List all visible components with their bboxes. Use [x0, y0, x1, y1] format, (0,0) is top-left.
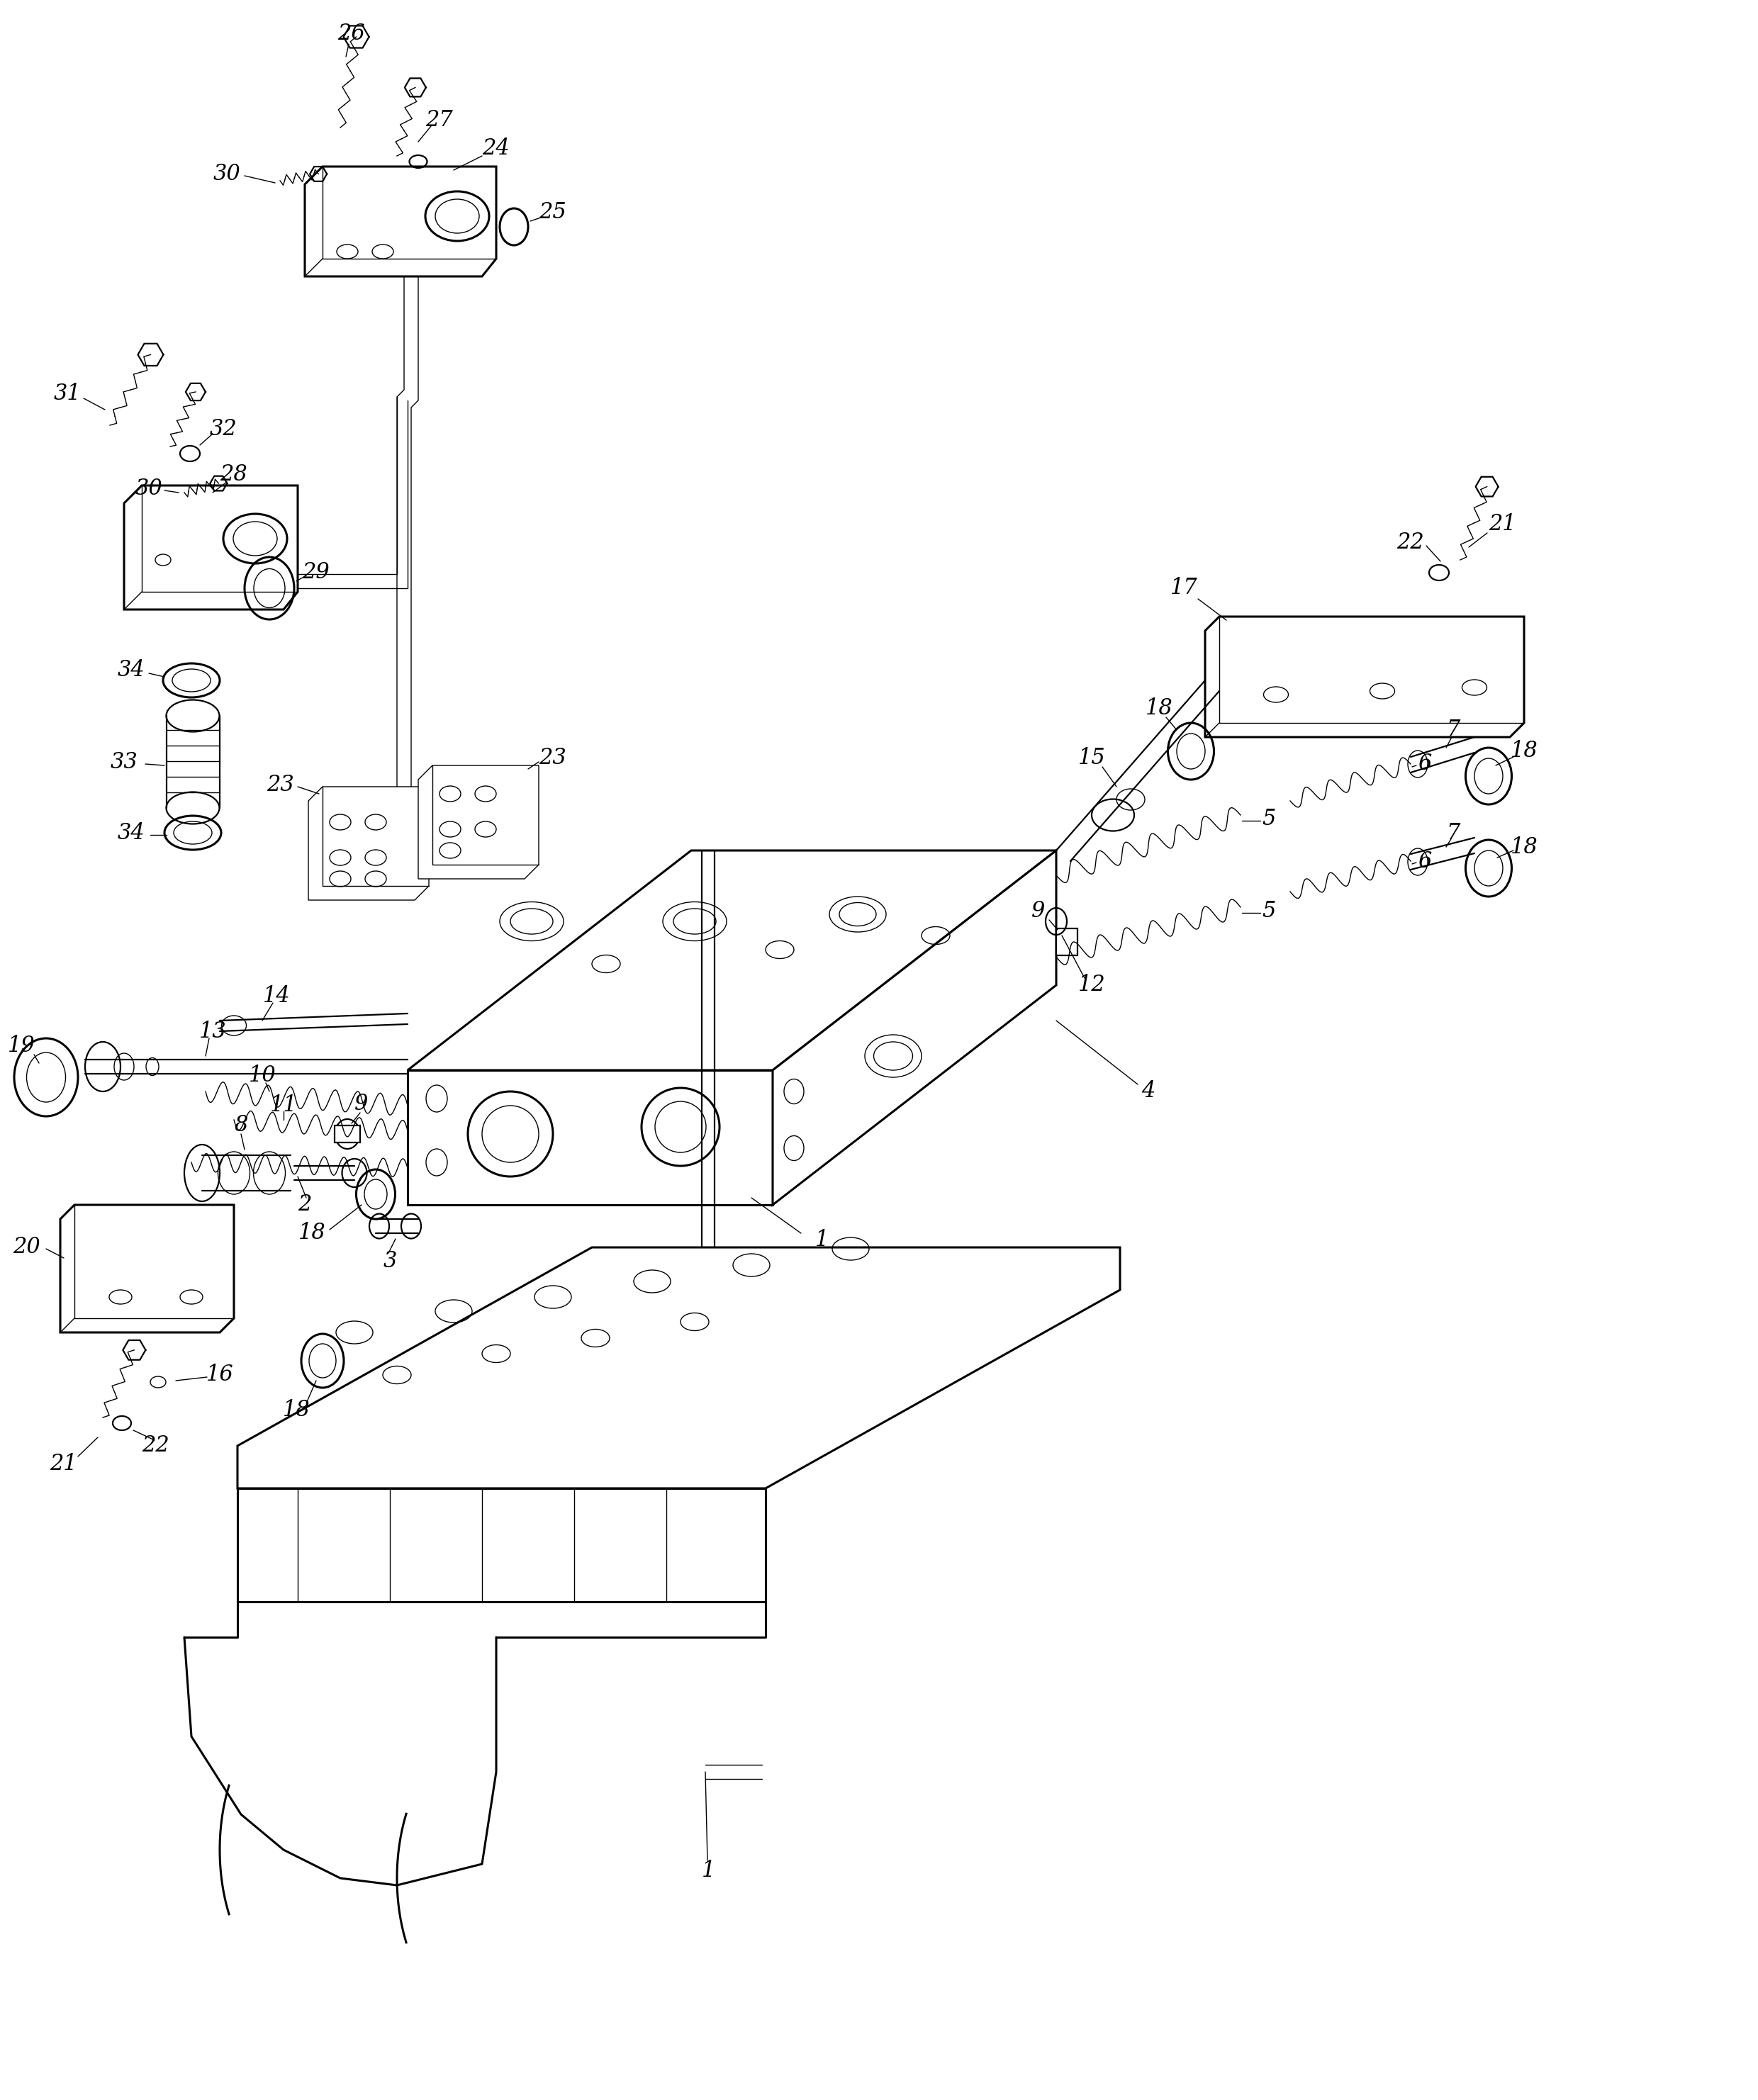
Text: 9: 9	[1032, 899, 1046, 922]
Text: 30: 30	[135, 479, 162, 500]
Text: 31: 31	[53, 382, 81, 405]
Text: 1: 1	[701, 1861, 716, 1882]
Text: 5: 5	[1262, 899, 1276, 922]
Polygon shape	[408, 851, 1057, 1071]
Text: 13: 13	[199, 1021, 227, 1042]
Bar	[334, 1126, 360, 1142]
Text: 4: 4	[1141, 1082, 1155, 1102]
Text: 11: 11	[269, 1094, 297, 1117]
Text: 2: 2	[297, 1195, 311, 1216]
Polygon shape	[304, 166, 496, 277]
Text: 18: 18	[1510, 741, 1538, 762]
Polygon shape	[408, 1071, 774, 1205]
Text: 34: 34	[118, 821, 144, 844]
Text: 6: 6	[1419, 851, 1431, 872]
Bar	[1057, 928, 1078, 956]
Text: 18: 18	[283, 1399, 309, 1422]
Polygon shape	[308, 788, 429, 901]
Text: 26: 26	[338, 23, 364, 44]
Text: 16: 16	[206, 1365, 234, 1386]
Text: 22: 22	[142, 1434, 171, 1457]
Polygon shape	[125, 485, 297, 609]
Text: 15: 15	[1078, 748, 1106, 769]
Text: 22: 22	[1398, 531, 1424, 552]
Text: 1: 1	[816, 1228, 830, 1252]
Text: 10: 10	[248, 1065, 276, 1088]
Text: 28: 28	[220, 464, 248, 485]
Polygon shape	[237, 1489, 765, 1602]
Text: 3: 3	[383, 1252, 397, 1273]
Polygon shape	[418, 764, 538, 878]
Text: 19: 19	[7, 1035, 35, 1056]
Polygon shape	[60, 1205, 234, 1331]
Text: 21: 21	[1489, 514, 1517, 536]
Text: 20: 20	[14, 1237, 40, 1258]
Polygon shape	[1204, 617, 1524, 737]
Text: 27: 27	[425, 109, 454, 132]
Text: 23: 23	[540, 748, 566, 769]
Text: 33: 33	[111, 752, 137, 773]
Text: 9: 9	[355, 1094, 369, 1115]
Text: 30: 30	[213, 162, 241, 185]
Text: 32: 32	[209, 418, 237, 439]
Text: 18: 18	[299, 1222, 325, 1243]
Text: 18: 18	[1510, 836, 1538, 859]
Text: 17: 17	[1171, 578, 1197, 598]
Text: 25: 25	[540, 202, 566, 223]
Text: 29: 29	[302, 561, 329, 584]
Text: 6: 6	[1419, 754, 1431, 775]
Text: 21: 21	[49, 1453, 77, 1474]
Text: 23: 23	[265, 775, 294, 796]
Text: 8: 8	[234, 1115, 248, 1136]
Text: 7: 7	[1447, 718, 1461, 741]
Text: 5: 5	[1262, 809, 1276, 830]
Polygon shape	[237, 1247, 1120, 1489]
Polygon shape	[774, 851, 1057, 1205]
Text: 7: 7	[1447, 821, 1461, 844]
Text: 12: 12	[1078, 974, 1106, 995]
Text: 24: 24	[482, 139, 510, 160]
Text: 18: 18	[1144, 697, 1173, 720]
Text: 14: 14	[262, 985, 290, 1006]
Text: 34: 34	[118, 659, 144, 680]
